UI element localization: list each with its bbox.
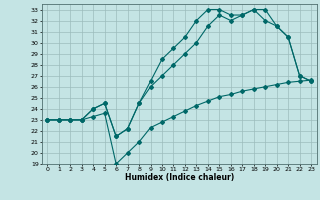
X-axis label: Humidex (Indice chaleur): Humidex (Indice chaleur) <box>124 173 234 182</box>
